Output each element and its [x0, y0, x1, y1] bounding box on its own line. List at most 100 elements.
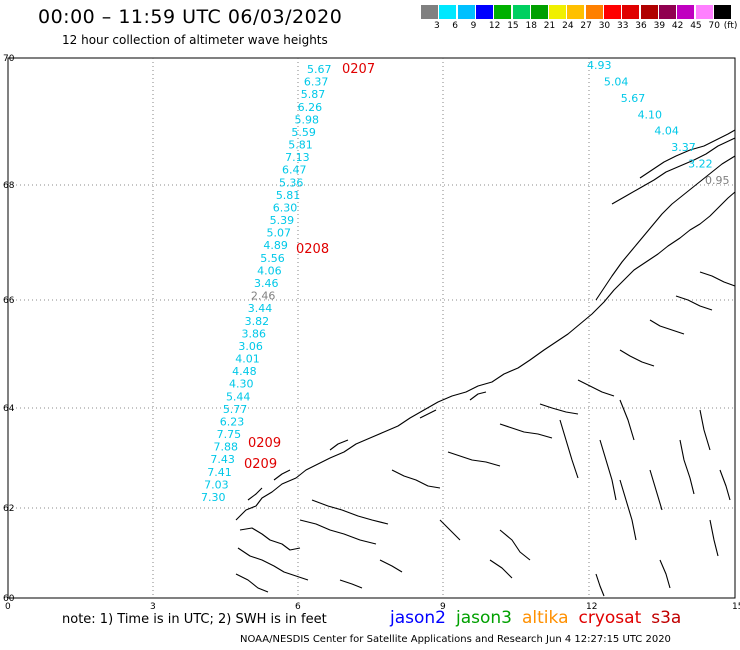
- wave-height-value: 7.03: [204, 478, 229, 491]
- wave-height-value: 6.47: [282, 164, 307, 177]
- norway-coastline: [235, 129, 736, 597]
- wave-height-value: 5.81: [288, 139, 313, 152]
- wave-height-value: 5.87: [301, 88, 326, 101]
- wave-height-value: 4.48: [232, 365, 256, 378]
- latitude-tick: 64: [3, 404, 15, 414]
- wave-height-value: 7.88: [213, 441, 238, 454]
- color-scale-tick: 70: [708, 21, 720, 31]
- wave-height-value: 4.06: [257, 264, 282, 277]
- coastline-segment: [595, 155, 736, 301]
- color-swatch: [421, 5, 438, 19]
- wave-height-value: 3.86: [242, 327, 267, 340]
- wave-height-value: 3.06: [238, 340, 262, 353]
- coastline-segment: [719, 469, 731, 501]
- color-swatch: [604, 5, 621, 19]
- color-scale-tick: 9: [470, 21, 477, 31]
- coastline-segment: [447, 451, 501, 467]
- color-swatch: [677, 5, 695, 19]
- wave-height-value: 7.30: [201, 491, 226, 504]
- color-scale-tick: 30: [598, 21, 611, 31]
- color-scale-unit: (ft): [723, 21, 738, 31]
- pass-number-label: 0209: [244, 457, 277, 472]
- coastline-segment: [235, 191, 736, 521]
- coastline-segment: [339, 579, 363, 589]
- coastline-segment: [499, 423, 553, 439]
- pass-number-label: 0208: [296, 242, 329, 257]
- longitude-tick: 9: [440, 602, 446, 612]
- coastline-segment: [439, 519, 461, 541]
- coastline-segment: [419, 409, 437, 419]
- longitude-tick: 3: [150, 602, 156, 612]
- coastline-segment: [649, 469, 663, 511]
- coastline-segment: [679, 439, 695, 495]
- coastline-segment: [595, 573, 605, 597]
- color-scale-tick: 45: [690, 21, 702, 31]
- color-scale-tick: 27: [580, 21, 592, 31]
- wave-height-value: 5.67: [621, 92, 646, 105]
- latitude-tick: 60: [3, 594, 15, 604]
- coastline-segment: [329, 439, 349, 451]
- coastline-segment: [577, 379, 615, 397]
- wave-height-value: 7.13: [285, 151, 310, 164]
- longitude-tick: 0: [5, 602, 11, 612]
- color-swatch: [549, 5, 567, 19]
- color-scale-tick: 12: [488, 21, 501, 31]
- coastline-segment: [239, 527, 301, 551]
- coastline-segment: [489, 559, 513, 579]
- coastline-segment: [379, 559, 403, 573]
- pass-number-label: 0207: [342, 62, 375, 77]
- wave-height-value: 7.43: [210, 453, 235, 466]
- color-swatch: [475, 5, 493, 19]
- chart-subtitle: 12 hour collection of altimeter wave hei…: [62, 33, 328, 47]
- wave-height-value: 5.44: [226, 390, 251, 403]
- coastline-segment: [559, 419, 579, 479]
- mission-legend: jason2 jason3 altika cryosat s3a: [390, 608, 691, 628]
- color-swatch: [457, 5, 475, 19]
- coastline-segment: [639, 129, 736, 179]
- coastline-segment: [659, 559, 671, 589]
- color-scale-tick: 3: [434, 21, 440, 31]
- wave-height-value: 4.30: [229, 378, 254, 391]
- coastline-segment: [237, 547, 309, 581]
- coastline-segment: [469, 391, 487, 401]
- color-scale-tick: 18: [525, 21, 537, 31]
- wave-height-value: 6.26: [298, 101, 323, 114]
- wave-height-value: 4.04: [654, 125, 679, 138]
- wave-height-value: 5.07: [266, 227, 291, 240]
- wave-height-value: 5.56: [260, 252, 285, 265]
- coastline-segment: [273, 469, 291, 481]
- color-scale-tick: 42: [671, 21, 684, 31]
- coastline-segment: [539, 403, 579, 415]
- wave-height-value: 5.39: [270, 214, 295, 227]
- color-scale-tick: 15: [507, 21, 519, 31]
- latitude-tick: 70: [3, 54, 15, 64]
- mission-s3a: s3a: [651, 608, 682, 628]
- wave-height-value: 3.44: [248, 302, 273, 315]
- color-scale-tick: 24: [562, 21, 574, 31]
- wave-height-value: 5.36: [279, 176, 304, 189]
- legend-note: note: 1) Time is in UTC; 2) SWH is in fe…: [62, 612, 327, 627]
- wave-height-value: 5.67: [307, 63, 332, 76]
- color-scale-tick: 6: [452, 21, 459, 31]
- coastline-segment: [619, 399, 635, 441]
- coastline-segment: [675, 295, 713, 311]
- wave-height-value: 3.82: [245, 315, 270, 328]
- coastline-segment: [311, 499, 389, 525]
- coastline-segment: [699, 409, 711, 451]
- color-scale-ticks: 3 6 9 12 15 18 21 24 27 30 33 36 39 42 45 70 (ft): [421, 21, 740, 33]
- longitude-tick: 12: [586, 602, 597, 612]
- wave-height-value: 6.37: [304, 76, 329, 89]
- wave-height-value: 7.41: [207, 466, 232, 479]
- axis-tick-labels: 70 68 66 64 62 600 3 6 9 12 15: [3, 54, 740, 612]
- altimeter-tracks: 5.676.375.876.265.985.595.817.136.475.36…: [201, 59, 730, 504]
- wave-height-value: 3.46: [254, 277, 279, 290]
- wave-height-value: 7.75: [217, 428, 242, 441]
- latitude-tick: 66: [3, 296, 15, 306]
- color-swatch: [494, 5, 512, 19]
- chart-title: 00:00 – 11:59 UTC 06/03/2020: [38, 6, 343, 28]
- wave-height-value: 0.95: [705, 174, 730, 187]
- mission-altika: altika: [522, 608, 569, 628]
- coastline-segment: [247, 487, 263, 501]
- coastline-segment: [709, 519, 719, 557]
- wave-height-value: 4.01: [235, 353, 260, 366]
